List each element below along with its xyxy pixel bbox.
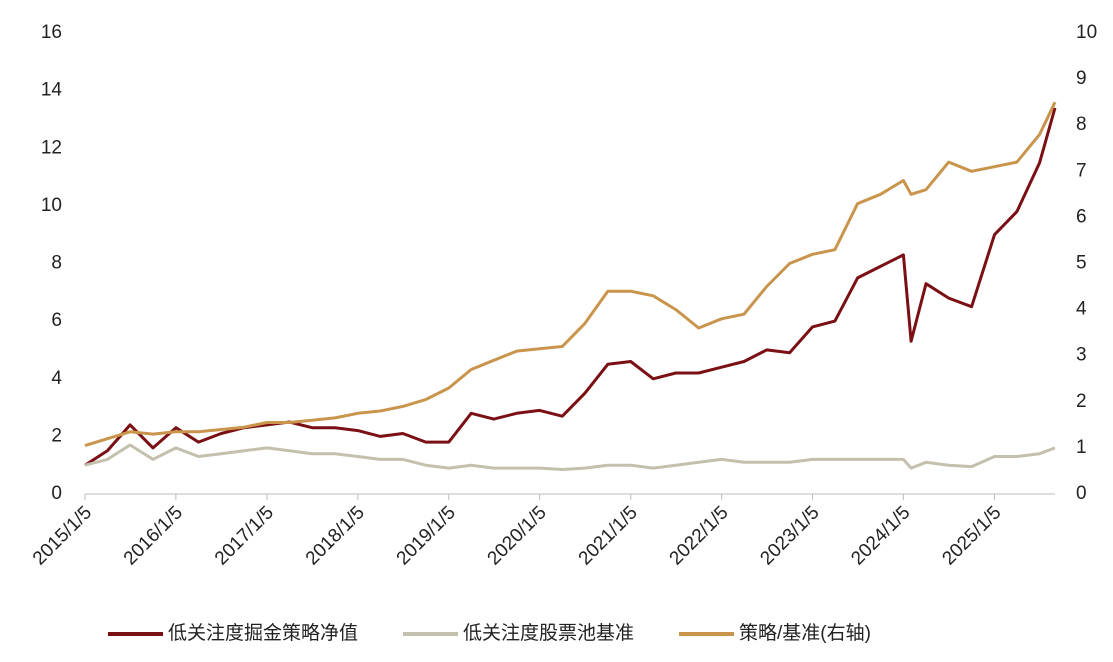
y-tick-label: 16 xyxy=(41,22,62,43)
x-tick-label: 2024/1/5 xyxy=(847,502,914,569)
legend-label: 低关注度股票池基准 xyxy=(463,622,634,644)
legend-label: 低关注度掘金策略净值 xyxy=(168,622,358,644)
y2-tick-label: 6 xyxy=(1076,206,1087,227)
x-tick-label: 2021/1/5 xyxy=(575,502,642,569)
y2-tick-label: 9 xyxy=(1076,68,1087,89)
y-tick-label: 6 xyxy=(51,310,62,331)
y2-tick-label: 7 xyxy=(1076,160,1087,181)
y2-tick-label: 0 xyxy=(1076,483,1087,504)
x-tick-label: 2015/1/5 xyxy=(29,502,96,569)
x-tick-label: 2016/1/5 xyxy=(120,502,187,569)
y2-tick-label: 10 xyxy=(1076,22,1097,43)
series-line xyxy=(84,107,1057,467)
y2-tick-label: 4 xyxy=(1076,299,1087,320)
y2-tick-label: 3 xyxy=(1076,345,1087,366)
x-tick-label: 2023/1/5 xyxy=(756,502,823,569)
y-tick-label: 0 xyxy=(51,483,62,504)
series-line xyxy=(84,443,1056,471)
x-tick-label: 2019/1/5 xyxy=(393,502,460,569)
x-tick-label: 2025/1/5 xyxy=(938,502,1005,569)
series-line xyxy=(84,101,1057,448)
legend-label: 策略/基准(右轴) xyxy=(739,622,871,644)
x-tick-label: 2020/1/5 xyxy=(484,502,551,569)
y-tick-label: 8 xyxy=(51,253,62,274)
y2-tick-label: 2 xyxy=(1076,391,1087,412)
y2-tick-label: 5 xyxy=(1076,253,1087,274)
x-tick-label: 2017/1/5 xyxy=(211,502,278,569)
y-tick-label: 4 xyxy=(51,368,62,389)
x-tick-label: 2022/1/5 xyxy=(666,502,733,569)
y2-tick-label: 1 xyxy=(1076,437,1087,458)
y-tick-label: 12 xyxy=(41,137,62,158)
x-tick-label: 2018/1/5 xyxy=(302,502,369,569)
y-tick-label: 10 xyxy=(41,195,62,216)
y-tick-label: 14 xyxy=(41,80,63,101)
y-tick-label: 2 xyxy=(51,425,62,446)
y2-tick-label: 8 xyxy=(1076,114,1087,135)
